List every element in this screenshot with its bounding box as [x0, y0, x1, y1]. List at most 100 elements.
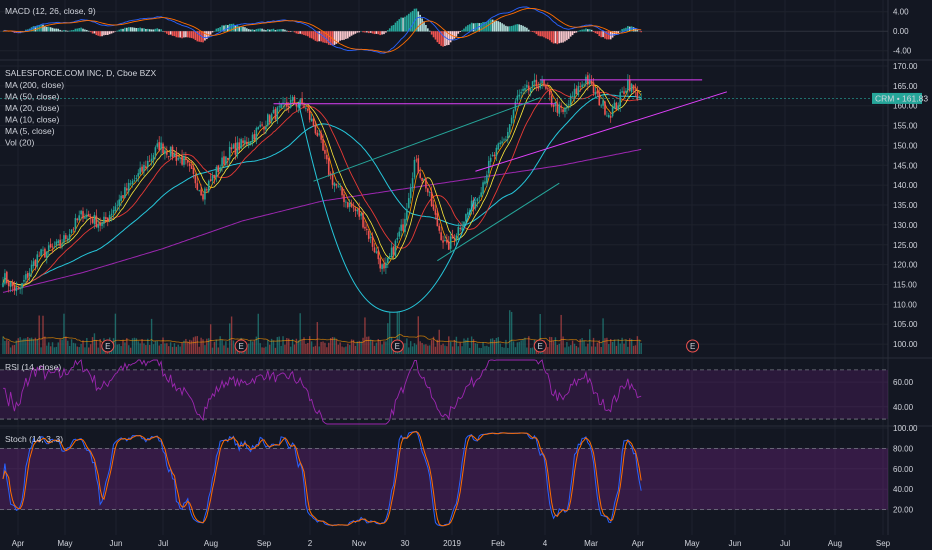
macd-histogram-bar: [455, 31, 458, 37]
candle-body: [527, 85, 530, 91]
candle-body: [484, 181, 486, 184]
volume-bar: [411, 346, 414, 354]
volume-bar: [507, 347, 509, 354]
candle-body: [493, 154, 496, 157]
channel-upper-line: [313, 97, 541, 182]
earnings-marker: [533, 339, 547, 353]
macd-histogram-bar: [270, 29, 273, 32]
macd-histogram-bar: [131, 27, 134, 32]
volume-bar: [427, 345, 429, 354]
candle-body: [400, 224, 402, 231]
candle-body: [394, 240, 397, 257]
volume-bar: [93, 333, 96, 354]
macd-pane[interactable]: [0, 6, 888, 54]
macd-histogram-bar: [489, 19, 492, 32]
volume-bar: [299, 313, 301, 354]
volume-bar: [478, 347, 480, 354]
candle-body: [360, 213, 362, 216]
time-tick-label: Jun: [729, 539, 742, 548]
candle-body: [251, 134, 254, 142]
volume-bar: [619, 343, 621, 354]
macd-histogram-bar: [255, 29, 258, 32]
candle-body: [15, 287, 18, 292]
volume-bar: [552, 340, 555, 354]
rsi-line: [3, 359, 642, 425]
candle-body: [594, 92, 597, 95]
macd-histogram-bar: [447, 31, 450, 45]
volume-bar: [215, 339, 218, 354]
candle-body: [114, 206, 117, 211]
macd-histogram-bar: [507, 26, 509, 32]
candle-body: [596, 90, 599, 93]
rsi-tick-label: 60.00: [893, 378, 914, 387]
trendline-overlays[interactable]: [273, 79, 728, 313]
macd-histogram-bar: [299, 31, 301, 34]
volume-bar: [187, 342, 189, 354]
volume-bar: [200, 337, 202, 354]
macd-histogram-bar: [611, 31, 614, 38]
candle-body: [192, 168, 195, 174]
rsi-pane[interactable]: [3, 359, 642, 425]
macd-histogram-bar: [545, 31, 547, 39]
macd-histogram-bar: [432, 31, 435, 38]
macd-histogram-bar: [508, 26, 511, 32]
candle-body: [68, 234, 71, 239]
candle-body: [518, 94, 521, 97]
macd-histogram-bar: [316, 31, 319, 42]
rising-support-line: [475, 91, 728, 172]
candle-body: [392, 246, 395, 255]
candle-body: [524, 88, 526, 91]
macd-tick-label: -4.00: [893, 47, 912, 56]
candle-body: [303, 105, 305, 108]
earnings-marker: [234, 339, 248, 353]
candle-body: [341, 187, 343, 196]
volume-bar: [78, 347, 80, 354]
cup-curve-drawing[interactable]: [297, 101, 476, 313]
volume-bar: [196, 336, 199, 354]
candle-body: [482, 182, 484, 194]
volume-bar: [547, 347, 549, 354]
volume-bar: [636, 336, 639, 354]
candle-body: [354, 208, 357, 211]
volume-bar: [404, 343, 406, 354]
candle-body: [272, 109, 275, 114]
candle-body: [457, 226, 460, 236]
candle-body: [459, 228, 461, 230]
candle-body: [156, 143, 159, 147]
macd-histogram-bar: [82, 28, 84, 32]
time-tick-label: 4: [543, 539, 548, 548]
macd-histogram-bar: [518, 24, 521, 32]
macd-histogram-bar: [516, 24, 519, 32]
macd-histogram-bar: [164, 31, 166, 33]
candle-body: [333, 183, 336, 187]
volume-bar: [257, 313, 259, 354]
volume-bar: [84, 347, 86, 354]
macd-histogram-bar: [392, 24, 395, 32]
volume-bar: [364, 317, 366, 354]
stoch-pane[interactable]: [2, 430, 642, 527]
volume-bar: [373, 345, 376, 354]
volume-bar: [141, 338, 143, 354]
macd-histogram-bar: [124, 27, 126, 32]
macd-histogram-bar: [307, 31, 309, 37]
volume-bar: [556, 344, 559, 354]
volume-bar: [42, 315, 44, 354]
macd-histogram-bar: [571, 31, 574, 36]
candle-body: [47, 245, 50, 251]
candle-body: [566, 106, 568, 109]
volume-bar: [480, 347, 482, 354]
volume-bar: [571, 340, 574, 354]
volume-bar: [459, 342, 461, 354]
candle-body: [590, 80, 593, 84]
macd-histogram-bar: [139, 27, 141, 32]
volume-bar: [316, 322, 319, 354]
volume-bar: [360, 341, 362, 354]
volume-bar: [152, 344, 155, 354]
volume-bar: [451, 346, 454, 354]
candle-body: [453, 239, 456, 241]
candle-body: [367, 231, 370, 239]
candle-body: [508, 124, 511, 133]
macd-histogram-bar: [522, 25, 524, 32]
